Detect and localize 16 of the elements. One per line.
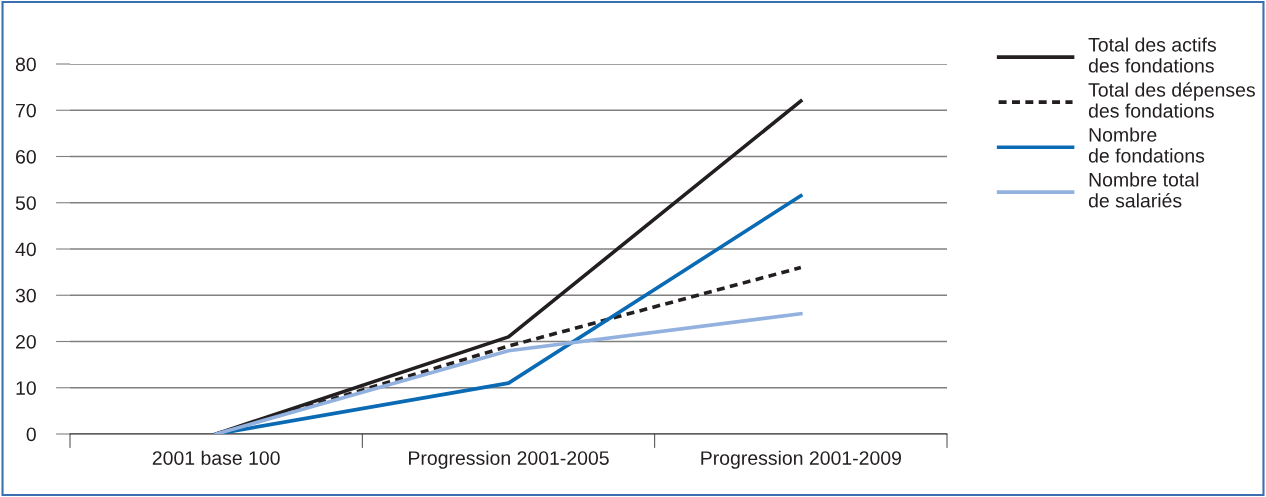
y-tick-label: 0	[26, 427, 36, 442]
legend-label: Total des dépenses des fondations	[1088, 82, 1255, 118]
legend-label: Total des actifs des fondations	[1088, 37, 1216, 73]
y-tick-label: 30	[15, 288, 36, 303]
x-tick-label: Progression 2001-2009	[701, 450, 901, 469]
legend-label: Nombre total de salariés	[1088, 172, 1199, 208]
y-tick-label: 60	[16, 149, 36, 164]
legend-label: Nombre de fondations	[1088, 127, 1205, 163]
x-tick-label: Progression 2001-2005	[409, 450, 609, 469]
y-tick-label: 40	[15, 242, 36, 257]
x-tick-label: 2001 base 100	[152, 450, 280, 465]
y-tick-label: 70	[16, 103, 36, 118]
y-tick-label: 10	[16, 381, 36, 395]
y-tick-label: 20	[16, 334, 36, 349]
y-tick-label: 50	[15, 196, 36, 210]
y-tick-label: 80	[15, 57, 36, 72]
